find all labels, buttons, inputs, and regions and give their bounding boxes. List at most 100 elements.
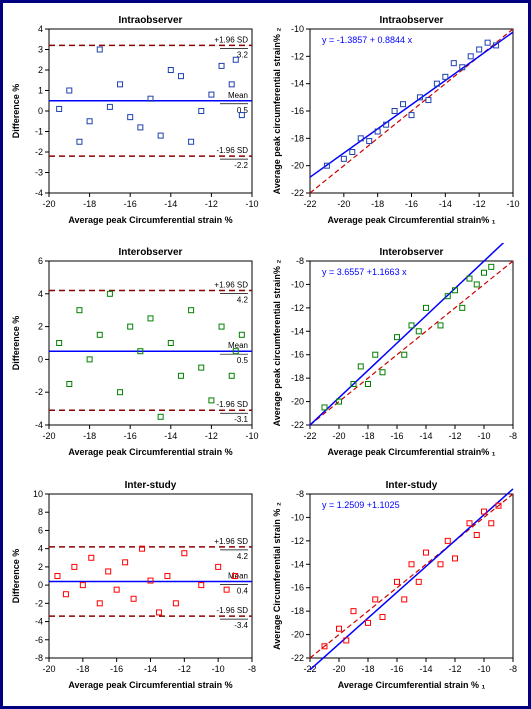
data-point <box>445 538 450 543</box>
data-point <box>365 620 370 625</box>
data-point <box>89 555 94 560</box>
data-point <box>481 271 486 276</box>
y-tick-label: 4 <box>38 24 43 34</box>
y-tick-label: -18 <box>290 373 303 383</box>
x-axis-label: Average peak Circumferential strain % <box>68 680 232 690</box>
data-point <box>77 308 82 313</box>
x-tick-label: -22 <box>303 431 316 441</box>
lower-sd-value: -3.1 <box>234 416 248 425</box>
y-axis-label: Average peak circumferential strain% ₂ <box>272 260 282 427</box>
y-tick-label: -20 <box>290 629 303 639</box>
x-tick-label: -16 <box>124 199 137 209</box>
data-point <box>229 82 234 87</box>
x-tick-label: -10 <box>212 664 225 674</box>
x-tick-label: -14 <box>419 431 432 441</box>
data-point <box>57 106 62 111</box>
lower-sd-label: -1.96 SD <box>216 401 248 410</box>
data-point <box>189 308 194 313</box>
identity-line <box>310 494 513 658</box>
x-tick-label: -16 <box>390 431 403 441</box>
data-point <box>118 82 123 87</box>
chart-3: Interobserver-22-20-18-16-14-12-10-8-22-… <box>268 243 525 465</box>
y-tick-label: -12 <box>290 536 303 546</box>
data-point <box>239 333 244 338</box>
chart-grid: Intraobserver-20-18-16-14-12-10-4-3-2-10… <box>0 0 531 709</box>
data-point <box>372 353 377 358</box>
y-tick-label: -4 <box>35 616 43 626</box>
x-tick-label: -10 <box>506 199 519 209</box>
x-tick-label: -16 <box>404 199 417 209</box>
y-tick-label: -20 <box>290 397 303 407</box>
y-tick-label: 6 <box>38 525 43 535</box>
x-tick-label: -20 <box>42 199 55 209</box>
data-point <box>341 156 346 161</box>
y-tick-label: 2 <box>38 65 43 75</box>
data-point <box>394 579 399 584</box>
data-point <box>189 139 194 144</box>
x-tick-label: -16 <box>390 664 403 674</box>
chart-svg: Intraobserver-22-20-18-16-14-12-10-22-20… <box>268 11 523 229</box>
y-tick-label: 0 <box>38 580 43 590</box>
x-axis-label: Average Circumferential strain % ₁ <box>337 680 485 690</box>
y-tick-label: -4 <box>35 420 43 430</box>
regression-equation: y = 1.2509 +1.1025 <box>322 500 400 510</box>
y-tick-label: -20 <box>290 161 303 171</box>
lower-sd-value: -2.2 <box>234 161 248 170</box>
data-point <box>451 61 456 66</box>
y-tick-label: -22 <box>290 420 303 430</box>
upper-sd-value: 4.2 <box>237 552 249 561</box>
y-tick-label: -12 <box>290 303 303 313</box>
x-tick-label: -10 <box>477 431 490 441</box>
data-point <box>168 341 173 346</box>
data-point <box>97 600 102 605</box>
y-tick-label: -18 <box>290 606 303 616</box>
y-tick-label: -16 <box>290 106 303 116</box>
y-tick-label: 4 <box>38 289 43 299</box>
upper-sd-label: +1.96 SD <box>214 35 248 44</box>
chart-4: Inter-study-20-18-16-14-12-10-8-8-6-4-20… <box>7 476 264 698</box>
data-point <box>488 265 493 270</box>
plot-frame <box>49 29 252 193</box>
data-point <box>123 559 128 564</box>
x-tick-label: -12 <box>205 199 218 209</box>
x-tick-label: -8 <box>508 664 516 674</box>
data-point <box>67 382 72 387</box>
data-point <box>438 323 443 328</box>
y-axis-label: Average Circumferential strain % ₂ <box>272 502 282 650</box>
data-point <box>224 587 229 592</box>
data-point <box>173 600 178 605</box>
x-tick-label: -20 <box>337 199 350 209</box>
y-tick-label: -10 <box>290 280 303 290</box>
data-point <box>394 335 399 340</box>
data-point <box>55 573 60 578</box>
data-point <box>219 63 224 68</box>
y-tick-label: 6 <box>38 256 43 266</box>
data-point <box>168 68 173 73</box>
chart-0: Intraobserver-20-18-16-14-12-10-4-3-2-10… <box>7 11 264 233</box>
data-point <box>67 88 72 93</box>
chart-2: Interobserver-20-18-16-14-12-10-4-20246A… <box>7 243 264 465</box>
x-tick-label: -18 <box>83 199 96 209</box>
mean-value: 0.5 <box>237 357 249 366</box>
y-tick-label: -8 <box>295 256 303 266</box>
data-point <box>158 133 163 138</box>
upper-sd-label: +1.96 SD <box>214 281 248 290</box>
y-tick-label: -12 <box>290 51 303 61</box>
x-tick-label: -18 <box>83 431 96 441</box>
data-point <box>452 556 457 561</box>
data-point <box>372 597 377 602</box>
y-tick-label: 0 <box>38 355 43 365</box>
data-point <box>80 582 85 587</box>
y-tick-label: -8 <box>35 653 43 663</box>
data-point <box>114 587 119 592</box>
y-tick-label: -16 <box>290 582 303 592</box>
regression-line <box>310 489 513 670</box>
data-point <box>107 292 112 297</box>
x-tick-label: -12 <box>472 199 485 209</box>
data-point <box>219 324 224 329</box>
y-axis-label: Difference % <box>11 548 21 603</box>
y-tick-label: -10 <box>290 24 303 34</box>
y-tick-label: -22 <box>290 653 303 663</box>
x-tick-label: -12 <box>178 664 191 674</box>
chart-1: Intraobserver-22-20-18-16-14-12-10-22-20… <box>268 11 525 233</box>
